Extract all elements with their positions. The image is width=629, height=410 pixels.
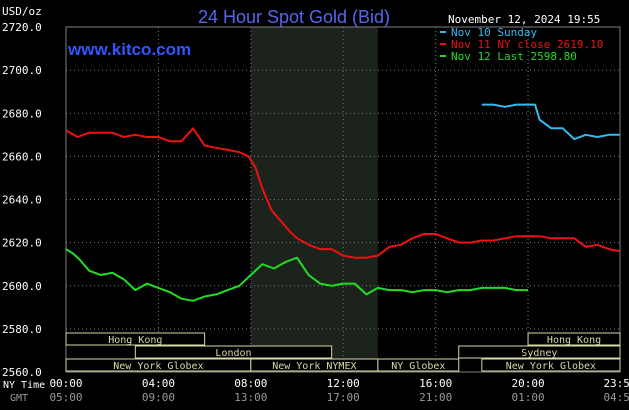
x-tick-label-ny: 04:00 bbox=[142, 377, 175, 390]
session-box: New York Globex bbox=[65, 358, 252, 372]
plot-border bbox=[65, 26, 621, 373]
x-axis-ticks: 00:00 04:00 08:00 12:00 16:00 20:00 23:59 05:00… bbox=[49, 377, 629, 404]
y-tick-label: 2600.0 bbox=[2, 280, 42, 293]
watermark: www.kitco.com bbox=[67, 40, 191, 59]
session-label: NY Globex bbox=[391, 361, 445, 372]
session-label: New York NYMEX bbox=[272, 361, 356, 372]
session-box: London bbox=[134, 345, 333, 359]
y-tick-label: 2680.0 bbox=[2, 107, 42, 120]
y-tick-label: 2620.0 bbox=[2, 237, 42, 250]
x-tick-label-ny: 12:00 bbox=[327, 377, 360, 390]
x-tick-label-gmt: 13:00 bbox=[234, 391, 267, 404]
timestamp: November 12, 2024 19:55 bbox=[448, 13, 600, 26]
unit-label: USD/oz bbox=[2, 5, 42, 18]
y-tick-label: 2560.0 bbox=[2, 366, 42, 379]
session-box-frame bbox=[134, 345, 333, 359]
x-tick-label-gmt: 21:00 bbox=[419, 391, 452, 404]
y-tick-label: 2580.0 bbox=[2, 323, 42, 336]
y-axis-ticks: 2720.0 2700.0 2680.0 2660.0 2640.0 2620.0 2600… bbox=[2, 21, 42, 379]
price-series bbox=[65, 103, 621, 302]
ny-time-row-label: NY Time bbox=[3, 380, 45, 391]
session-box: New York NYMEX bbox=[250, 358, 379, 372]
session-box-frame bbox=[527, 332, 621, 346]
market-sessions: Hong Kong Hong Kong London Sydney New York G… bbox=[65, 332, 621, 372]
x-tick-label-gmt: 09:00 bbox=[142, 391, 175, 404]
session-box: Hong Kong bbox=[65, 332, 206, 346]
gridlines bbox=[65, 26, 620, 373]
series-line bbox=[65, 127, 621, 259]
session-label: Hong Kong bbox=[108, 335, 162, 346]
legend-entry: Nov 12 Last 2598.80 bbox=[451, 50, 577, 63]
x-tick-label-ny: 20:00 bbox=[511, 377, 544, 390]
series-line bbox=[481, 103, 620, 141]
legend-entry: Nov 11 NY close 2619.10 bbox=[451, 38, 603, 51]
session-label: New York Globex bbox=[113, 361, 203, 372]
x-tick-label-gmt: 04:59 bbox=[603, 391, 629, 404]
y-tick-label: 2720.0 bbox=[2, 21, 42, 34]
chart-title: 24 Hour Spot Gold (Bid) bbox=[198, 7, 390, 27]
x-tick-label-ny: 16:00 bbox=[419, 377, 452, 390]
session-box-frame bbox=[65, 332, 206, 346]
gmt-row-label: GMT bbox=[10, 393, 28, 404]
x-tick-label-gmt: 05:00 bbox=[49, 391, 82, 404]
x-tick-label-ny: 23:59 bbox=[603, 377, 629, 390]
session-label: New York Globex bbox=[506, 361, 596, 372]
session-label: Hong Kong bbox=[547, 335, 601, 346]
legend-entry: Nov 10 Sunday bbox=[451, 26, 537, 39]
x-tick-label-gmt: 01:00 bbox=[511, 391, 544, 404]
session-label: Sydney bbox=[521, 348, 557, 359]
session-box-frame bbox=[481, 358, 621, 372]
session-box-frame bbox=[458, 345, 621, 359]
session-box: Sydney bbox=[458, 345, 621, 359]
session-box: NY Globex bbox=[377, 358, 460, 372]
x-tick-label-ny: 00:00 bbox=[49, 377, 82, 390]
series-line bbox=[65, 248, 529, 302]
x-tick-label-ny: 08:00 bbox=[234, 377, 267, 390]
session-box-frame bbox=[377, 358, 460, 372]
y-tick-label: 2640.0 bbox=[2, 194, 42, 207]
session-label: London bbox=[215, 348, 251, 359]
x-tick-label-gmt: 17:00 bbox=[327, 391, 360, 404]
y-tick-label: 2660.0 bbox=[2, 150, 42, 163]
y-tick-label: 2700.0 bbox=[2, 64, 42, 77]
session-box: New York Globex bbox=[481, 358, 621, 372]
session-box: Hong Kong bbox=[527, 332, 621, 346]
